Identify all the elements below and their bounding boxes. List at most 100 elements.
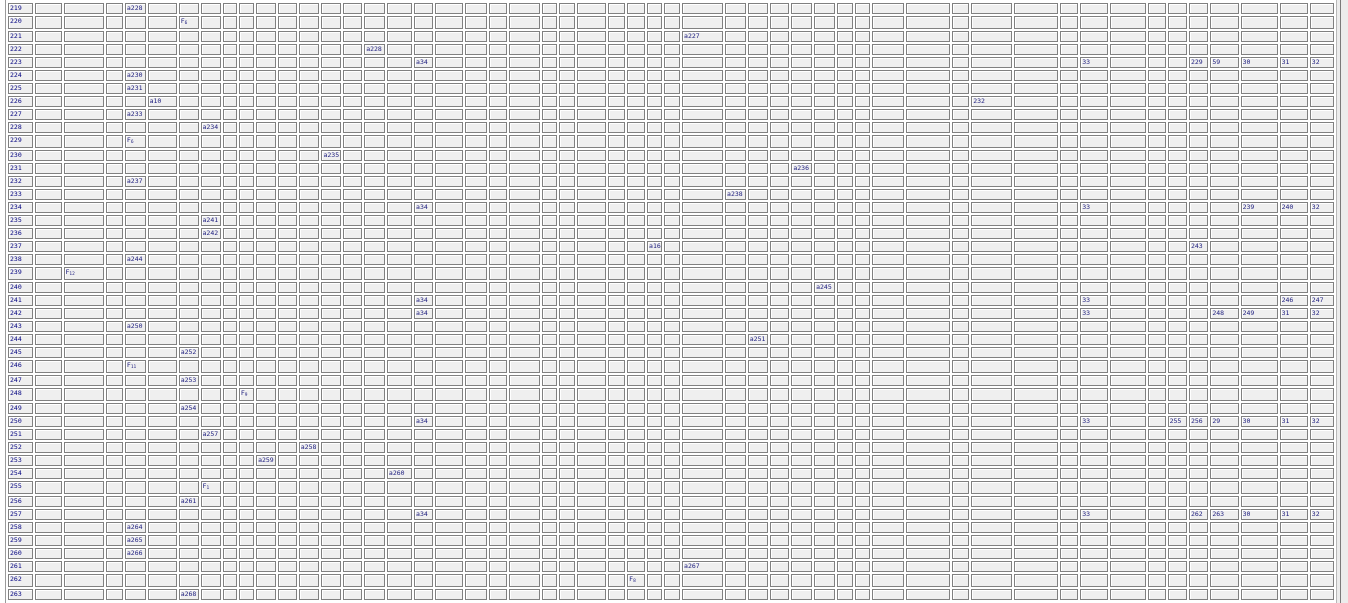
grid-cell[interactable] <box>63 403 104 414</box>
grid-cell[interactable] <box>1013 589 1059 600</box>
grid-cell[interactable] <box>321 481 342 494</box>
grid-cell[interactable] <box>434 295 464 306</box>
grid-cell[interactable] <box>364 57 385 68</box>
grid-cell[interactable] <box>855 135 870 148</box>
grid-cell[interactable] <box>747 282 769 293</box>
grid-cell[interactable] <box>386 295 413 306</box>
grid-cell[interactable] <box>508 455 540 466</box>
grid-cell[interactable] <box>855 96 870 107</box>
grid-cell[interactable] <box>682 468 724 479</box>
grid-cell[interactable] <box>608 267 626 280</box>
grid-cell[interactable] <box>576 442 607 453</box>
grid-cell[interactable] <box>124 468 146 479</box>
grid-cell[interactable] <box>434 83 464 94</box>
grid-cell[interactable] <box>747 496 769 507</box>
grid-cell[interactable] <box>386 228 413 239</box>
grid-cell[interactable] <box>256 375 276 386</box>
grid-cell[interactable] <box>34 189 62 200</box>
grid-cell[interactable] <box>647 429 662 440</box>
grid-cell[interactable] <box>725 455 746 466</box>
grid-cell[interactable] <box>298 109 320 120</box>
grid-cell[interactable] <box>238 496 255 507</box>
grid-cell[interactable] <box>725 561 746 572</box>
grid-cell[interactable] <box>663 321 681 332</box>
grid-cell[interactable] <box>434 122 464 133</box>
grid-cell[interactable] <box>178 135 199 148</box>
grid-cell[interactable] <box>298 295 320 306</box>
grid-cell[interactable] <box>663 468 681 479</box>
grid-cell[interactable] <box>836 267 854 280</box>
row-header[interactable]: 239 <box>8 267 33 280</box>
grid-cell[interactable] <box>1309 150 1334 161</box>
grid-cell[interactable] <box>1279 442 1308 453</box>
grid-cell[interactable] <box>952 57 970 68</box>
grid-cell[interactable] <box>508 561 540 572</box>
grid-cell[interactable] <box>770 416 790 427</box>
grid-cell[interactable] <box>836 44 854 55</box>
grid-cell[interactable] <box>747 57 769 68</box>
grid-cell[interactable] <box>277 347 297 358</box>
grid-cell[interactable] <box>1060 403 1079 414</box>
grid-cell[interactable] <box>178 122 199 133</box>
grid-cell[interactable] <box>465 442 487 453</box>
grid-cell[interactable] <box>178 31 199 42</box>
grid-cell[interactable] <box>608 163 626 174</box>
grid-cell[interactable] <box>1109 241 1146 252</box>
grid-cell[interactable] <box>1167 254 1187 265</box>
grid-cell[interactable] <box>871 135 904 148</box>
grid-cell[interactable] <box>364 150 385 161</box>
grid-cell[interactable] <box>1013 561 1059 572</box>
grid-cell[interactable] <box>608 403 626 414</box>
grid-cell[interactable] <box>1147 254 1166 265</box>
grid-cell[interactable] <box>855 321 870 332</box>
grid-cell[interactable] <box>814 57 835 68</box>
grid-cell[interactable] <box>871 574 904 587</box>
grid-cell[interactable] <box>488 122 507 133</box>
grid-cell[interactable] <box>663 254 681 265</box>
grid-cell[interactable] <box>200 202 222 213</box>
grid-cell[interactable] <box>1309 455 1334 466</box>
grid-cell[interactable] <box>256 403 276 414</box>
grid-cell[interactable] <box>647 375 662 386</box>
grid-cell[interactable] <box>508 308 540 319</box>
grid-cell[interactable] <box>105 468 123 479</box>
grid-cell[interactable] <box>1147 403 1166 414</box>
grid-cell[interactable] <box>747 44 769 55</box>
grid-cell[interactable] <box>343 189 363 200</box>
grid-cell[interactable] <box>298 388 320 401</box>
grid-cell[interactable] <box>1013 429 1059 440</box>
grid-cell[interactable] <box>608 548 626 559</box>
grid-cell[interactable] <box>747 96 769 107</box>
grid-cell[interactable] <box>1188 455 1209 466</box>
grid-cell[interactable] <box>34 321 62 332</box>
grid-cell[interactable] <box>647 403 662 414</box>
grid-cell[interactable] <box>627 163 646 174</box>
grid-cell[interactable] <box>814 429 835 440</box>
grid-cell[interactable] <box>682 455 724 466</box>
grid-cell[interactable] <box>725 122 746 133</box>
grid-cell[interactable] <box>770 295 790 306</box>
grid-cell[interactable] <box>105 334 123 345</box>
grid-cell[interactable] <box>747 468 769 479</box>
grid-cell[interactable] <box>1080 403 1108 414</box>
grid-cell[interactable] <box>1240 429 1278 440</box>
grid-cell[interactable] <box>63 282 104 293</box>
grid-cell[interactable] <box>1188 429 1209 440</box>
grid-cell[interactable] <box>1309 574 1334 587</box>
grid-cell[interactable] <box>508 202 540 213</box>
grid-cell[interactable] <box>559 57 575 68</box>
grid-cell[interactable] <box>952 535 970 546</box>
grid-cell[interactable] <box>63 522 104 533</box>
grid-cell[interactable] <box>465 202 487 213</box>
grid-cell[interactable] <box>836 535 854 546</box>
grid-cell[interactable] <box>256 496 276 507</box>
grid-cell[interactable] <box>627 31 646 42</box>
grid-cell[interactable] <box>1210 535 1239 546</box>
grid-cell[interactable] <box>855 481 870 494</box>
grid-cell[interactable] <box>147 3 177 14</box>
grid-cell[interactable] <box>343 3 363 14</box>
grid-cell[interactable] <box>1167 109 1187 120</box>
grid-cell[interactable] <box>559 122 575 133</box>
grid-cell[interactable] <box>1240 321 1278 332</box>
grid-cell[interactable] <box>814 321 835 332</box>
